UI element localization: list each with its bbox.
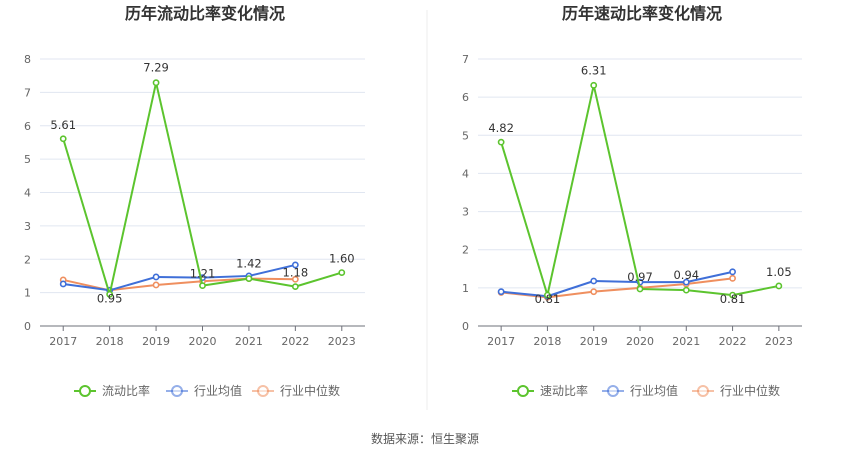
data-label: 7.29 — [143, 61, 169, 75]
legend-label: 行业均值 — [630, 383, 678, 398]
legend-label: 行业中位数 — [720, 383, 780, 398]
legend-swatch-marker — [607, 385, 619, 397]
y-tick-label: 7 — [462, 53, 469, 66]
data-point-median — [590, 288, 598, 296]
y-tick-label: 4 — [24, 187, 31, 200]
legend-swatch-marker — [697, 385, 709, 397]
legend-swatch-marker — [171, 385, 183, 397]
data-point-avg — [497, 288, 505, 296]
y-tick-label: 0 — [24, 320, 31, 333]
x-tick-label: 2017 — [487, 335, 515, 348]
data-point-main — [338, 269, 346, 276]
data-point-avg — [682, 278, 690, 286]
data-point-avg — [291, 261, 299, 269]
data-point-main — [106, 290, 114, 298]
data-point-avg — [59, 280, 67, 288]
data-point-median — [729, 274, 736, 282]
x-tick-label: 2023 — [765, 335, 793, 348]
y-tick-label: 1 — [462, 282, 469, 295]
data-point-avg — [729, 268, 736, 276]
legend-label: 行业均值 — [194, 383, 242, 398]
data-label: 0.81 — [535, 292, 561, 306]
x-tick-label: 2020 — [626, 335, 654, 348]
chart-title: 历年速动比率变化情况 — [562, 4, 722, 23]
y-tick-label: 5 — [462, 129, 469, 142]
data-label: 5.61 — [50, 118, 76, 132]
y-tick-label: 2 — [462, 244, 469, 257]
series-line-avg — [501, 270, 733, 298]
data-label: 0.97 — [627, 270, 653, 284]
y-tick-label: 4 — [462, 167, 469, 180]
data-point-median — [291, 275, 299, 283]
data-label: 1.60 — [329, 252, 355, 266]
data-point-main — [152, 79, 160, 87]
x-tick-label: 2019 — [142, 335, 170, 348]
y-tick-label: 3 — [462, 206, 469, 219]
series-line-main — [62, 81, 343, 296]
chart-2: 历年速动比率变化情况 0 1 2 3 4 5 6 7 2017 2018 2019 2020 2021 20… — [462, 4, 802, 398]
y-tick-label: 5 — [24, 153, 31, 166]
series-line-main — [500, 84, 780, 297]
y-tick-label: 3 — [24, 220, 31, 233]
chart-1: 历年流动比率变化情况 0 1 2 3 4 5 6 7 8 2017 2018 2019 2020 2021 2… — [24, 4, 365, 398]
x-tick-label: 2022 — [719, 335, 747, 348]
data-label: 1.42 — [236, 257, 262, 271]
series-line-avg — [63, 263, 296, 292]
data-point-main — [729, 291, 736, 299]
legend-label: 速动比率 — [540, 383, 588, 398]
x-tick-label: 2021 — [672, 335, 700, 348]
x-tick-label: 2018 — [96, 335, 124, 348]
y-tick-label: 1 — [24, 287, 31, 300]
y-tick-label: 7 — [24, 86, 31, 99]
data-point-main — [682, 286, 690, 294]
chart-title: 历年流动比率变化情况 — [125, 4, 285, 23]
series-line-median — [501, 277, 733, 299]
data-label: 1.18 — [283, 266, 309, 280]
data-point-main — [291, 283, 299, 291]
source-text: 数据来源：恒生聚源 — [371, 431, 479, 446]
data-label: 1.05 — [766, 265, 792, 279]
data-label: 0.81 — [720, 292, 746, 306]
data-label: 4.82 — [488, 121, 514, 135]
legend-swatch-marker — [517, 385, 529, 397]
data-point-main — [590, 81, 598, 89]
data-label: 1.21 — [190, 267, 216, 281]
y-tick-label: 8 — [24, 53, 31, 66]
legend-label: 流动比率 — [102, 383, 150, 398]
x-tick-label: 2018 — [533, 335, 561, 348]
x-tick-label: 2020 — [189, 335, 217, 348]
data-point-median — [152, 281, 160, 289]
data-point-main — [199, 282, 206, 290]
legend-swatch-marker — [79, 385, 91, 397]
y-tick-label: 6 — [24, 120, 31, 133]
y-tick-label: 2 — [24, 253, 31, 266]
data-point-main — [497, 138, 505, 146]
y-tick-label: 0 — [462, 320, 469, 333]
legend-swatch-marker — [257, 385, 269, 397]
data-label: 6.31 — [581, 63, 607, 77]
data-point-main — [59, 135, 67, 143]
x-tick-label: 2022 — [281, 335, 309, 348]
data-label: 0.95 — [97, 291, 123, 305]
data-point-main — [636, 285, 644, 293]
x-tick-label: 2021 — [235, 335, 263, 348]
data-point-avg — [152, 273, 160, 281]
data-point-main — [245, 275, 253, 283]
legend-label: 行业中位数 — [280, 383, 340, 398]
x-tick-label: 2019 — [580, 335, 608, 348]
data-label: 0.94 — [673, 268, 699, 282]
x-tick-label: 2017 — [49, 335, 77, 348]
data-point-main — [775, 282, 783, 290]
data-point-main — [544, 291, 551, 299]
x-tick-label: 2023 — [328, 335, 356, 348]
data-point-avg — [590, 277, 598, 285]
y-tick-label: 6 — [462, 91, 469, 104]
